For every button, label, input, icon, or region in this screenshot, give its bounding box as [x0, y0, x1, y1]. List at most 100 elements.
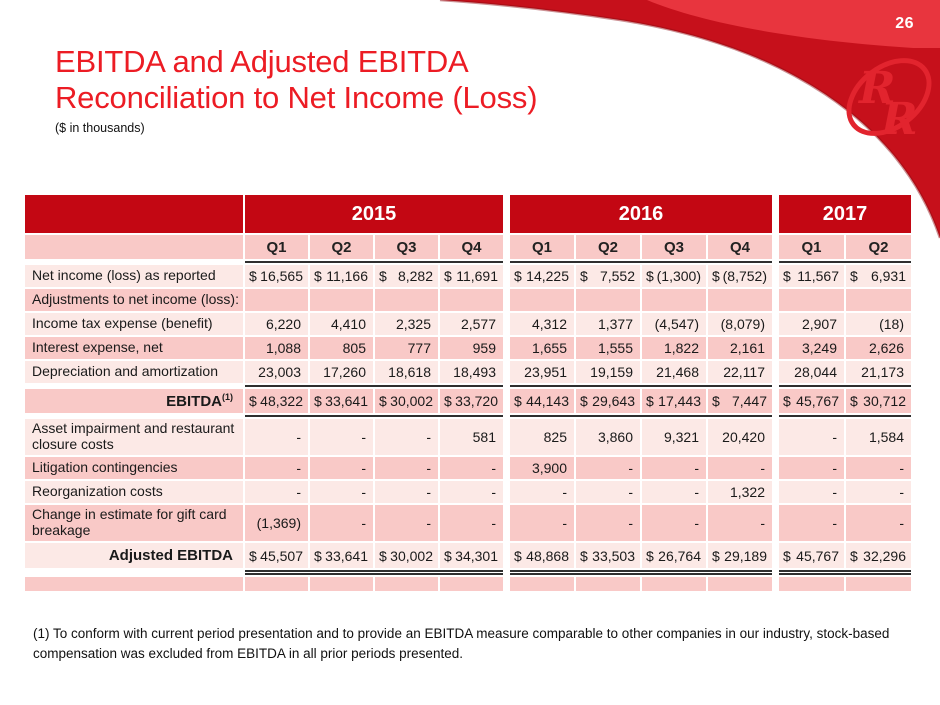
- table-cell: $48,322: [245, 389, 308, 413]
- table-cell: [576, 289, 640, 311]
- table-cell: 3,900: [510, 457, 574, 479]
- table-cell: -: [576, 457, 640, 479]
- table-cell: $ (1,300): [642, 265, 706, 287]
- year-header-2017: 2017: [779, 195, 911, 233]
- table-cell: 2,626: [846, 337, 911, 359]
- table-cell: -: [375, 481, 438, 503]
- table-cell: [245, 577, 308, 591]
- logo-oval: [846, 58, 932, 136]
- table-rule: [510, 415, 772, 417]
- table-cell: $11,567: [779, 265, 844, 287]
- logo-letter-r1: R: [857, 63, 896, 114]
- table-cell: -: [779, 419, 844, 455]
- table-cell: $44,143: [510, 389, 574, 413]
- quarter-header-2016-Q4: Q4: [708, 235, 772, 259]
- footnote-marker: (1): [222, 391, 233, 402]
- row-label: Interest expense, net: [25, 337, 243, 359]
- table-cell: [375, 577, 438, 591]
- table-cell: $11,691: [440, 265, 503, 287]
- table-cell: [510, 577, 574, 591]
- table-cell: -: [846, 481, 911, 503]
- table-cell: $33,641: [310, 543, 373, 568]
- quarter-row-spacer: [25, 235, 243, 259]
- table-cell: $14,225: [510, 265, 574, 287]
- table-cell: $32,296: [846, 543, 911, 568]
- row-label: Litigation contingencies: [25, 457, 243, 479]
- table-cell: 4,410: [310, 313, 373, 335]
- table-cell: [846, 577, 911, 591]
- table-rule: [245, 415, 503, 417]
- table-cell: $6,931: [846, 265, 911, 287]
- table-double-rule: [245, 570, 503, 575]
- table-cell: [440, 577, 503, 591]
- table-cell: [779, 289, 844, 311]
- table-cell: -: [440, 457, 503, 479]
- table-rule: [510, 385, 772, 387]
- ebitda-reconciliation-table: 2015 2016 2017 Q1 Q2 Q3 Q4 Q1 Q2 Q3 Q4 Q1 Q2 Net inco…: [25, 195, 911, 591]
- table-cell: -: [708, 457, 772, 479]
- table-cell: $8,282: [375, 265, 438, 287]
- table-cell: -: [708, 505, 772, 541]
- slide-title-block: EBITDA and Adjusted EBITDA Reconciliatio…: [55, 44, 538, 135]
- table-cell: [779, 577, 844, 591]
- table-cell: [440, 289, 503, 311]
- table-cell: [642, 577, 706, 591]
- row-label: Reorganization costs: [25, 481, 243, 503]
- table-cell: 581: [440, 419, 503, 455]
- header-swoosh-graphic: R R: [439, 0, 940, 239]
- table-cell: -: [846, 505, 911, 541]
- year-header-2015: 2015: [245, 195, 503, 233]
- table-cell: -: [245, 457, 308, 479]
- table-cell: -: [846, 457, 911, 479]
- table-cell: 959: [440, 337, 503, 359]
- table-cell: 22,117: [708, 361, 772, 383]
- swoosh-edge-shadow: [439, 0, 940, 239]
- table-cell: -: [440, 481, 503, 503]
- quarter-header-2016-Q3: Q3: [642, 235, 706, 259]
- table-cell: -: [576, 481, 640, 503]
- table-cell: $30,002: [375, 543, 438, 568]
- row-label: Adjustments to net income (loss):: [25, 289, 243, 311]
- quarter-header-2015-Q3: Q3: [375, 235, 438, 259]
- row-label: [25, 577, 243, 591]
- table-cell: $48,868: [510, 543, 574, 568]
- quarter-header-2015-Q4: Q4: [440, 235, 503, 259]
- table-cell: 2,325: [375, 313, 438, 335]
- table-cell: $45,767: [779, 543, 844, 568]
- table-cell: (18): [846, 313, 911, 335]
- table-cell: $11,166: [310, 265, 373, 287]
- logo-letter-r2: R: [879, 94, 918, 145]
- table-cell: -: [245, 419, 308, 455]
- table-cell: $33,503: [576, 543, 640, 568]
- table-cell: 23,003: [245, 361, 308, 383]
- quarter-header-2016-Q2: Q2: [576, 235, 640, 259]
- row-label: Change in estimate for gift card breakag…: [25, 505, 243, 541]
- slide-subtitle: ($ in thousands): [55, 121, 145, 135]
- table-cell: 777: [375, 337, 438, 359]
- table-cell: -: [779, 457, 844, 479]
- table-cell: 18,493: [440, 361, 503, 383]
- table-cell: 1,584: [846, 419, 911, 455]
- table-cell: 23,951: [510, 361, 574, 383]
- table-cell: 18,618: [375, 361, 438, 383]
- table-cell: $29,643: [576, 389, 640, 413]
- quarter-header-2015-Q2: Q2: [310, 235, 373, 259]
- table-cell: 6,220: [245, 313, 308, 335]
- table-rule: [779, 385, 911, 387]
- table-rule: [245, 385, 503, 387]
- table-cell: 805: [310, 337, 373, 359]
- table-cell: -: [440, 505, 503, 541]
- table-cell: 4,312: [510, 313, 574, 335]
- table-cell: $30,002: [375, 389, 438, 413]
- table-cell: $45,507: [245, 543, 308, 568]
- table-cell: -: [642, 481, 706, 503]
- table-cell: $29,189: [708, 543, 772, 568]
- table-cell: -: [375, 419, 438, 455]
- table-cell: $16,565: [245, 265, 308, 287]
- table-cell: [708, 577, 772, 591]
- quarter-header-2017-Q2: Q2: [846, 235, 911, 259]
- table-cell: -: [245, 481, 308, 503]
- row-label: Net income (loss) as reported: [25, 265, 243, 287]
- table-cell: $34,301: [440, 543, 503, 568]
- table-cell: (4,547): [642, 313, 706, 335]
